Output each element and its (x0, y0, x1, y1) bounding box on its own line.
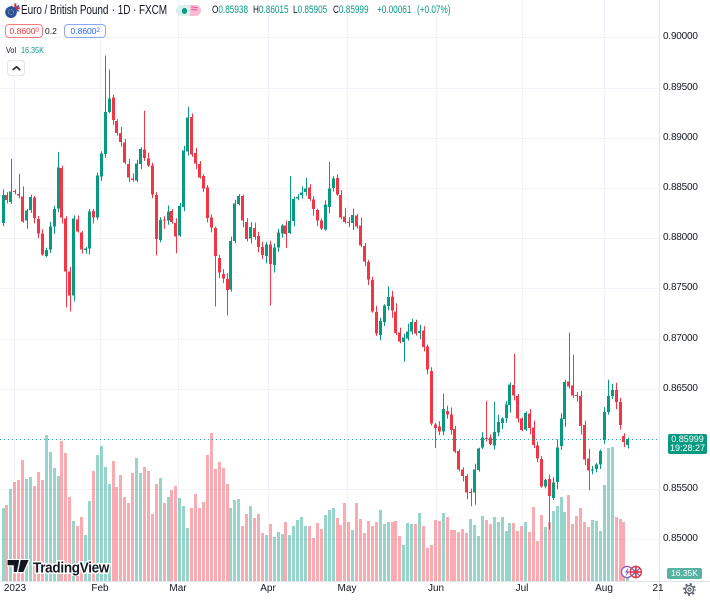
svg-text:TradingView: TradingView (33, 559, 109, 576)
